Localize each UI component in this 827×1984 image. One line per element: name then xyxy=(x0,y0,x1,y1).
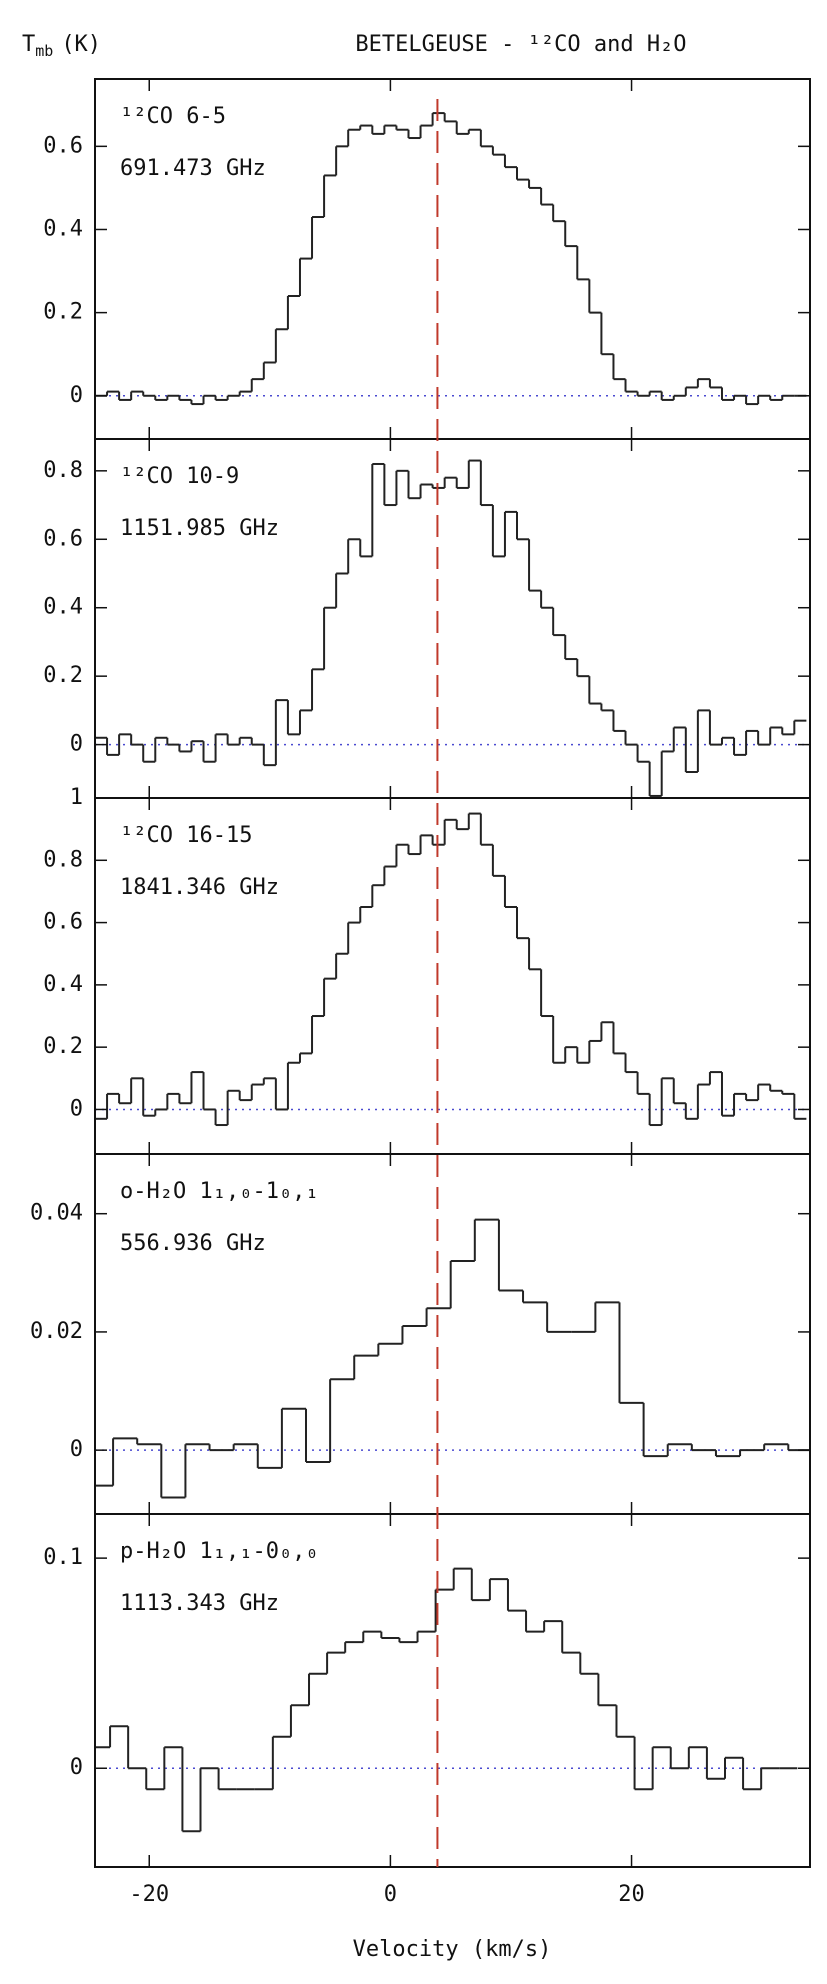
y-tick-label: 0.6 xyxy=(43,526,83,551)
panel xyxy=(95,1567,810,1833)
y-label-subscript: mb xyxy=(35,42,53,60)
panel-frame xyxy=(94,78,811,440)
x-axis-label: Velocity (km/s) xyxy=(353,1937,552,1962)
y-tick-label: 0.4 xyxy=(43,595,83,620)
panel-label: o-H₂O 1₁,₀-1₀,₁ xyxy=(120,1179,319,1204)
y-tick-label: 0 xyxy=(70,1096,83,1121)
y-tick-label: 0.04 xyxy=(30,1201,83,1226)
panel-frame xyxy=(94,797,811,1155)
y-tick-label: 0.2 xyxy=(43,663,83,688)
y-tick-label: 0.6 xyxy=(43,910,83,935)
panel xyxy=(95,459,810,797)
panel-frame xyxy=(94,1513,811,1868)
y-tick-label: 0.8 xyxy=(43,847,83,872)
x-tick-label: 20 xyxy=(618,1882,645,1907)
y-tick-label: 0.4 xyxy=(43,972,83,997)
panel-frequency: 1841.346 GHz xyxy=(120,875,279,900)
panel-frequency: 691.473 GHz xyxy=(120,156,266,181)
panel-label: p-H₂O 1₁,₁-0₀,₀ xyxy=(120,1539,319,1564)
y-tick-label: 0.02 xyxy=(30,1319,83,1344)
chart-title: BETELGEUSE - ¹²CO and H₂O xyxy=(355,32,686,57)
y-tick-label: 0 xyxy=(70,1755,83,1780)
y-axis-label: Tmb (K) xyxy=(22,32,101,60)
panel-frequency: 1113.343 GHz xyxy=(120,1591,279,1616)
y-tick-label: 0.4 xyxy=(43,216,83,241)
y-label-symbol: T xyxy=(22,32,35,57)
x-tick-label: 0 xyxy=(384,1882,397,1907)
panel xyxy=(95,1218,810,1499)
y-tick-label: 0.6 xyxy=(43,133,83,158)
panel-label: ¹²CO 10-9 xyxy=(120,464,239,489)
y-tick-label: 0.8 xyxy=(43,458,83,483)
y-tick-label: 0 xyxy=(70,383,83,408)
panel xyxy=(95,112,810,406)
y-tick-label: 0.2 xyxy=(43,300,83,325)
y-tick-label: 0.2 xyxy=(43,1034,83,1059)
y-tick-label: 0 xyxy=(70,732,83,757)
y-tick-label: 0 xyxy=(70,1437,83,1462)
y-label-unit: (K) xyxy=(61,32,101,57)
panel-label: ¹²CO 16-15 xyxy=(120,823,252,848)
y-tick-label: 1 xyxy=(70,785,83,810)
panel-frame xyxy=(94,1153,811,1515)
y-tick-label: 0.1 xyxy=(43,1545,83,1570)
panel-frequency: 556.936 GHz xyxy=(120,1231,266,1256)
x-tick-label: -20 xyxy=(129,1882,169,1907)
panel xyxy=(95,812,810,1127)
panel-label: ¹²CO 6-5 xyxy=(120,104,226,129)
panel-frequency: 1151.985 GHz xyxy=(120,516,279,541)
